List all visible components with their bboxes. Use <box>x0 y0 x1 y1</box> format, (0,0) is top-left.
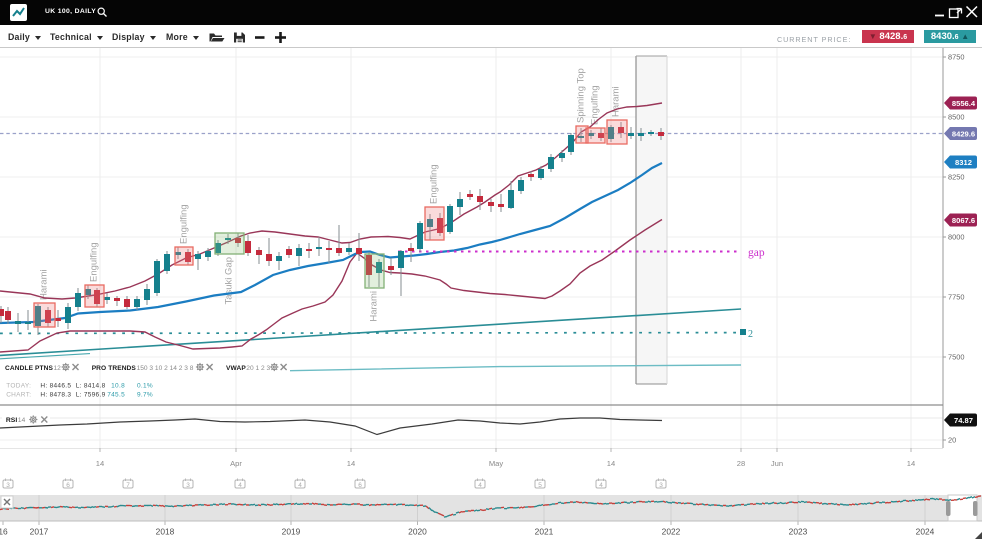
svg-text:16: 16 <box>0 527 8 537</box>
svg-text:150 3 10 2 14 2 3 8: 150 3 10 2 14 2 3 8 <box>137 365 194 372</box>
svg-text:14: 14 <box>347 459 355 468</box>
svg-text:gap: gap <box>748 247 765 259</box>
svg-text:3: 3 <box>186 482 190 489</box>
svg-text:Jun: Jun <box>771 459 783 468</box>
svg-text:8556.4: 8556.4 <box>952 99 976 108</box>
svg-text:TODAY:: TODAY: <box>6 383 31 390</box>
svg-text:14: 14 <box>607 459 615 468</box>
svg-text:0.1%: 0.1% <box>137 383 153 390</box>
svg-text:2018: 2018 <box>156 527 175 537</box>
svg-text:14: 14 <box>18 417 26 424</box>
svg-text:Harami: Harami <box>611 86 622 117</box>
svg-text:5: 5 <box>538 482 542 489</box>
svg-text:Tasuki Gap: Tasuki Gap <box>224 257 235 305</box>
svg-text:14: 14 <box>907 459 915 468</box>
svg-text:Apr: Apr <box>230 459 242 468</box>
svg-text:Engulfing: Engulfing <box>429 164 440 204</box>
svg-text:6: 6 <box>358 482 362 489</box>
svg-text:8750: 8750 <box>948 53 964 62</box>
svg-text:4: 4 <box>298 482 302 489</box>
svg-text:74.87: 74.87 <box>954 416 973 425</box>
svg-text:8429.6: 8429.6 <box>952 129 975 138</box>
svg-text:PRO TRENDS: PRO TRENDS <box>92 365 137 372</box>
svg-text:8500: 8500 <box>948 113 964 122</box>
svg-text:4: 4 <box>478 482 482 489</box>
svg-text:May: May <box>489 459 504 468</box>
svg-text:8000: 8000 <box>948 233 964 242</box>
svg-text:2019: 2019 <box>282 527 301 537</box>
svg-text:Engulfing: Engulfing <box>179 204 190 244</box>
svg-text:10.8: 10.8 <box>111 383 125 390</box>
svg-text:2023: 2023 <box>789 527 808 537</box>
svg-text:12: 12 <box>54 365 62 372</box>
svg-text:Engulfing: Engulfing <box>89 242 100 282</box>
svg-text:H: 8446.5: H: 8446.5 <box>40 383 71 390</box>
svg-text:RSI: RSI <box>6 417 17 424</box>
svg-text:Spinning Top: Spinning Top <box>576 68 587 123</box>
svg-text:Engulfing: Engulfing <box>590 85 601 125</box>
svg-text:H: 8478.3: H: 8478.3 <box>40 392 71 399</box>
svg-text:7: 7 <box>126 482 130 489</box>
svg-text:L: 7596.9: L: 7596.9 <box>76 392 106 399</box>
svg-text:L: 8414.8: L: 8414.8 <box>76 383 106 390</box>
svg-text:2: 2 <box>748 329 753 340</box>
svg-text:Harami: Harami <box>369 291 380 322</box>
svg-text:6: 6 <box>66 482 70 489</box>
svg-text:CANDLE PTNS: CANDLE PTNS <box>5 365 53 372</box>
svg-text:3: 3 <box>659 482 663 489</box>
svg-text:9.7%: 9.7% <box>137 392 153 399</box>
svg-text:Harami: Harami <box>39 269 50 300</box>
svg-text:4: 4 <box>238 482 242 489</box>
svg-text:2020: 2020 <box>408 527 427 537</box>
svg-text:8312: 8312 <box>955 158 972 167</box>
svg-text:2022: 2022 <box>662 527 681 537</box>
svg-text:4: 4 <box>599 482 603 489</box>
svg-text:2017: 2017 <box>30 527 49 537</box>
svg-text:VWAP: VWAP <box>226 365 246 372</box>
svg-text:745.5: 745.5 <box>107 392 125 399</box>
svg-text:8067.6: 8067.6 <box>952 216 975 225</box>
svg-text:CHART:: CHART: <box>6 392 31 399</box>
svg-text:20: 20 <box>948 436 956 445</box>
svg-text:28: 28 <box>737 459 745 468</box>
svg-text:2024: 2024 <box>916 527 935 537</box>
svg-text:7750: 7750 <box>948 293 964 302</box>
svg-text:14: 14 <box>96 459 104 468</box>
svg-text:7500: 7500 <box>948 353 964 362</box>
svg-text:8250: 8250 <box>948 173 964 182</box>
svg-text:2021: 2021 <box>535 527 554 537</box>
svg-text:20 1 2 3: 20 1 2 3 <box>246 365 270 372</box>
svg-text:3: 3 <box>6 482 10 489</box>
